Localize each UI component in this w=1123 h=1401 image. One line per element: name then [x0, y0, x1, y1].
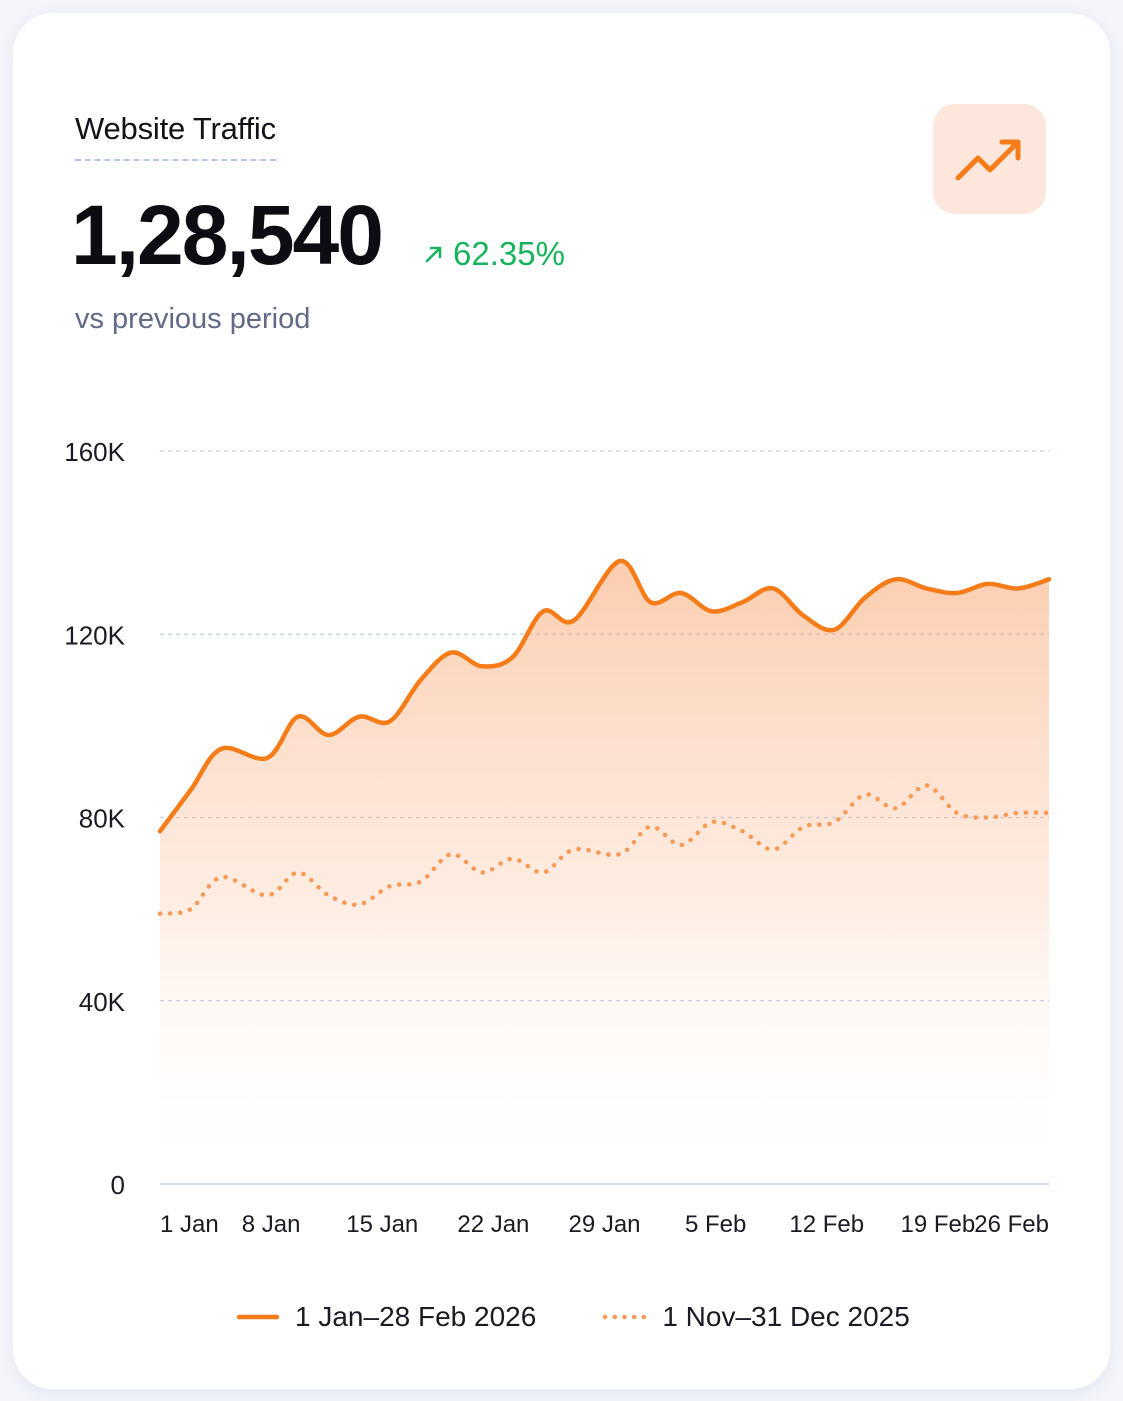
dotted-line-swatch	[603, 1314, 647, 1320]
legend-label-current: 1 Jan–28 Feb 2026	[295, 1301, 537, 1332]
x-tick-label: 1 Jan	[160, 1211, 219, 1238]
y-tick-label: 40K	[79, 987, 126, 1017]
series-line-current	[157, 558, 1052, 834]
legend-item-current: 1 Jan–28 Feb 2026	[237, 1301, 536, 1333]
solid-line-swatch	[237, 1314, 279, 1320]
trend-icon-tile	[933, 104, 1046, 214]
x-tick-label: 5 Feb	[685, 1211, 746, 1238]
arrow-up-right-icon	[425, 246, 442, 263]
change-indicator: 62.35%	[423, 235, 565, 273]
comparison-label: vs previous period	[75, 303, 311, 335]
x-tick-label: 22 Jan	[457, 1211, 529, 1238]
x-tick-label: 19 Feb	[901, 1211, 976, 1238]
card-title: Website Traffic	[75, 111, 276, 161]
legend-item-previous: 1 Nov–31 Dec 2025	[602, 1301, 910, 1333]
x-tick-label: 26 Feb	[974, 1211, 1049, 1238]
series-area-current	[160, 560, 1049, 1184]
legend-label-previous: 1 Nov–31 Dec 2025	[662, 1301, 910, 1332]
y-tick-label: 80K	[79, 804, 126, 834]
x-tick-label: 8 Jan	[242, 1211, 301, 1238]
series-line-previous	[157, 783, 1052, 916]
x-tick-label: 12 Feb	[789, 1211, 864, 1238]
website-traffic-card: Website Traffic 1,28,540 62.35% vs previ…	[13, 13, 1110, 1389]
change-percent: 62.35%	[453, 235, 565, 272]
y-tick-label: 0	[111, 1170, 125, 1200]
total-traffic-value: 1,28,540	[71, 188, 384, 282]
x-tick-label: 15 Jan	[346, 1211, 418, 1238]
trending-up-icon	[955, 139, 1020, 181]
y-tick-label: 160K	[64, 437, 125, 467]
x-tick-label: 29 Jan	[568, 1211, 640, 1238]
y-tick-label: 120K	[64, 620, 125, 650]
chart-legend: 1 Jan–28 Feb 2026 1 Nov–31 Dec 2025	[237, 1301, 910, 1333]
traffic-area-chart: 160K 120K 80K 40K 0 1 Jan 8 Jan 15 Jan 22 Jan 29 …	[64, 437, 1052, 1238]
